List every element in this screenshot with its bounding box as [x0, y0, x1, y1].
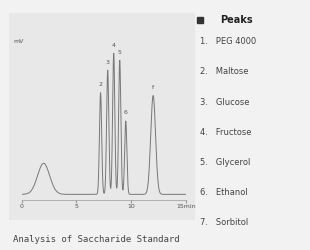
Text: mV: mV — [13, 39, 23, 44]
Text: 6.   Ethanol: 6. Ethanol — [200, 188, 248, 197]
Text: 2: 2 — [99, 82, 103, 87]
Text: 5.   Glycerol: 5. Glycerol — [200, 158, 250, 167]
Text: 3: 3 — [106, 60, 110, 64]
Text: 2.   Maltose: 2. Maltose — [200, 68, 248, 76]
Text: f: f — [152, 85, 154, 90]
Text: 7.   Sorbitol: 7. Sorbitol — [200, 218, 248, 227]
Text: 1.   PEG 4000: 1. PEG 4000 — [200, 38, 256, 46]
Text: 4: 4 — [112, 42, 116, 48]
Text: 4.   Fructose: 4. Fructose — [200, 128, 251, 136]
Text: Peaks: Peaks — [220, 15, 253, 25]
Text: Analysis of Saccharide Standard: Analysis of Saccharide Standard — [13, 235, 179, 244]
Text: 5: 5 — [118, 50, 122, 55]
Text: 6: 6 — [124, 110, 128, 115]
Text: 3.   Glucose: 3. Glucose — [200, 98, 249, 106]
